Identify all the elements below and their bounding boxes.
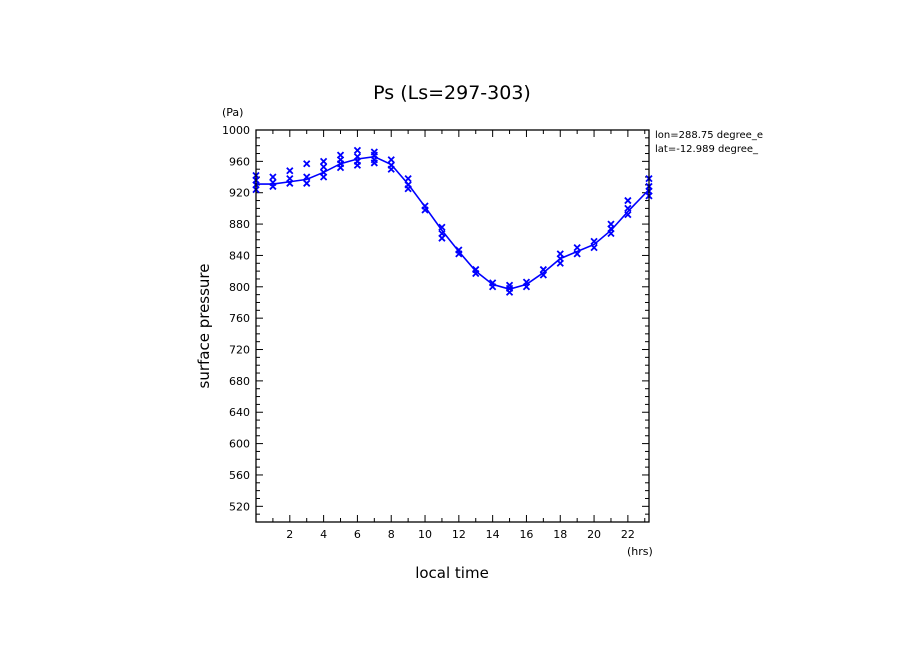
x-tick-label: 2 — [286, 528, 293, 541]
x-unit-label: (hrs) — [627, 545, 653, 558]
y-tick-label: 520 — [229, 500, 250, 513]
scatter-point — [286, 179, 294, 187]
scatter-point — [590, 243, 598, 252]
scatter-point — [286, 167, 294, 175]
scatter-point — [607, 229, 615, 238]
scatter-point — [590, 237, 598, 245]
x-tick-label: 8 — [388, 528, 395, 541]
scatter-point — [421, 206, 429, 214]
annotation-lat: lat=-12.989 degree_ — [655, 144, 759, 155]
scatter-point — [455, 250, 463, 258]
scatter-point — [573, 243, 581, 252]
y-tick-label: 760 — [229, 312, 250, 325]
scatter-point — [319, 157, 328, 165]
y-tick-label: 600 — [229, 438, 250, 451]
scatter-point — [573, 250, 581, 258]
scatter-point — [353, 146, 362, 155]
scatter-point — [370, 159, 378, 167]
y-tick-label: 640 — [229, 406, 250, 419]
scatter-point — [404, 174, 412, 183]
scatter-point — [624, 204, 632, 213]
annotation-lon: lon=288.75 degree_e — [655, 130, 763, 141]
x-tick-label: 10 — [418, 528, 432, 541]
scatter-point — [353, 161, 362, 169]
x-tick-label: 12 — [452, 528, 466, 541]
scatter-point — [489, 283, 497, 291]
scatter-point — [387, 165, 395, 173]
data-layer — [252, 146, 653, 296]
scatter-point — [472, 269, 480, 278]
scatter-point — [539, 271, 547, 279]
x-tick-label: 14 — [486, 528, 500, 541]
scatter-point — [624, 211, 632, 219]
scatter-point — [269, 182, 277, 191]
scatter-point — [522, 283, 531, 291]
scatter-point — [556, 259, 564, 267]
y-tick-label: 680 — [229, 375, 250, 388]
y-tick-label: 1000 — [222, 124, 250, 137]
scatter-point — [624, 196, 632, 205]
axes-layer: 520 560 600 640 680 720 760 800 840 880 920 960 1000… — [222, 124, 649, 541]
scatter-point — [303, 160, 311, 168]
y-axis-label: surface pressure — [195, 264, 213, 389]
scatter-point — [404, 185, 412, 193]
scatter-point — [303, 179, 311, 187]
y-tick-label: 560 — [229, 469, 250, 482]
series-line — [256, 155, 650, 290]
y-tick-label: 800 — [229, 281, 250, 294]
plot-frame — [255, 129, 650, 523]
x-axis-label: local time — [415, 564, 489, 582]
y-unit-label: (Pa) — [222, 106, 243, 119]
scatter-point — [438, 234, 446, 242]
y-tick-label: 880 — [229, 218, 250, 231]
x-tick-label: 6 — [354, 528, 361, 541]
scatter-point — [387, 156, 395, 164]
scatter-point — [269, 173, 277, 181]
x-tick-label: 22 — [621, 528, 635, 541]
x-tick-label: 16 — [519, 528, 533, 541]
y-tick-label: 920 — [229, 187, 250, 200]
y-tick-label: 720 — [229, 344, 250, 357]
x-tick-label: 20 — [587, 528, 601, 541]
x-tick-label: 4 — [320, 528, 327, 541]
y-tick-label: 840 — [229, 249, 250, 262]
y-tick-label: 960 — [229, 155, 250, 168]
x-tick-label: 18 — [553, 528, 567, 541]
scatter-point — [319, 173, 328, 181]
chart-title: Ps (Ls=297-303) — [373, 82, 531, 104]
scatter-point — [505, 288, 514, 296]
scatter-point — [303, 173, 311, 181]
scatter-point — [319, 163, 328, 171]
scatter-point — [336, 163, 345, 172]
scatter-point — [539, 265, 547, 274]
scatter-point — [438, 223, 446, 231]
